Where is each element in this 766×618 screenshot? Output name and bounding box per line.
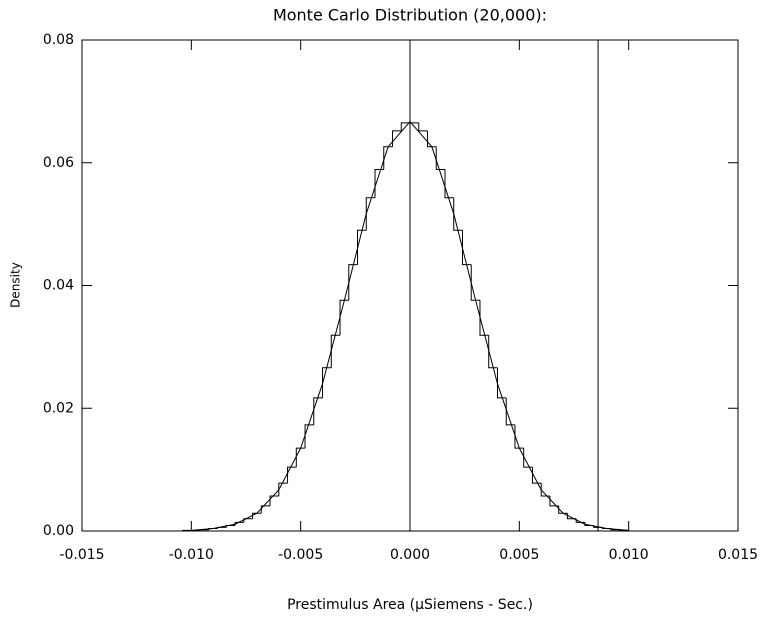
x-tick-label: 0.010 <box>609 547 649 563</box>
histogram-bin <box>269 495 279 506</box>
y-tick-label: 0.06 <box>43 155 74 171</box>
y-tick-label: 0.08 <box>43 32 74 48</box>
histogram-bin <box>514 424 524 449</box>
histogram-bin <box>470 264 480 301</box>
histogram-bin <box>295 447 306 468</box>
histogram-bin <box>365 197 376 231</box>
y-tick-label: 0.04 <box>43 278 74 294</box>
y-tick-label: 0.02 <box>43 400 74 416</box>
histogram-bin <box>418 122 428 132</box>
histogram-bin <box>496 367 507 399</box>
histogram-bin <box>330 334 341 368</box>
x-tick-label: 0.015 <box>718 547 758 563</box>
x-tick-label: -0.015 <box>59 547 104 563</box>
histogram-bin <box>252 512 262 519</box>
histogram-bin <box>243 518 253 523</box>
x-tick-label: 0.000 <box>390 547 430 563</box>
histogram-bin <box>278 482 288 497</box>
histogram-bin <box>304 424 314 449</box>
histogram-bin <box>182 529 192 531</box>
histogram-bin <box>444 169 454 199</box>
x-tick-label: -0.005 <box>278 547 323 563</box>
histogram-bin <box>426 130 437 148</box>
histogram-bin <box>435 146 445 171</box>
histogram-bin <box>260 505 271 514</box>
histogram-bin <box>488 335 498 369</box>
histogram-bin <box>383 146 393 170</box>
histogram-bin <box>313 397 323 425</box>
x-axis-label: Prestimulus Area (μSiemens - Sec.) <box>287 597 533 613</box>
chart-title: Monte Carlo Distribution (20,000): <box>273 6 547 25</box>
x-tick-label: -0.010 <box>169 547 214 563</box>
histogram-bin <box>479 300 489 336</box>
histogram-bin <box>322 367 332 398</box>
y-axis-label: Density <box>9 262 23 308</box>
histogram-bin <box>505 397 515 426</box>
y-tick-label: 0.00 <box>43 523 74 539</box>
histogram-bin <box>339 299 349 336</box>
histogram-bin <box>357 229 367 265</box>
x-tick-label: 0.005 <box>499 547 539 563</box>
histogram-bin <box>287 466 297 484</box>
histogram-bin <box>453 197 463 231</box>
histogram-bin <box>348 264 358 301</box>
histogram-bin <box>461 230 472 266</box>
histogram-bin <box>400 122 410 131</box>
